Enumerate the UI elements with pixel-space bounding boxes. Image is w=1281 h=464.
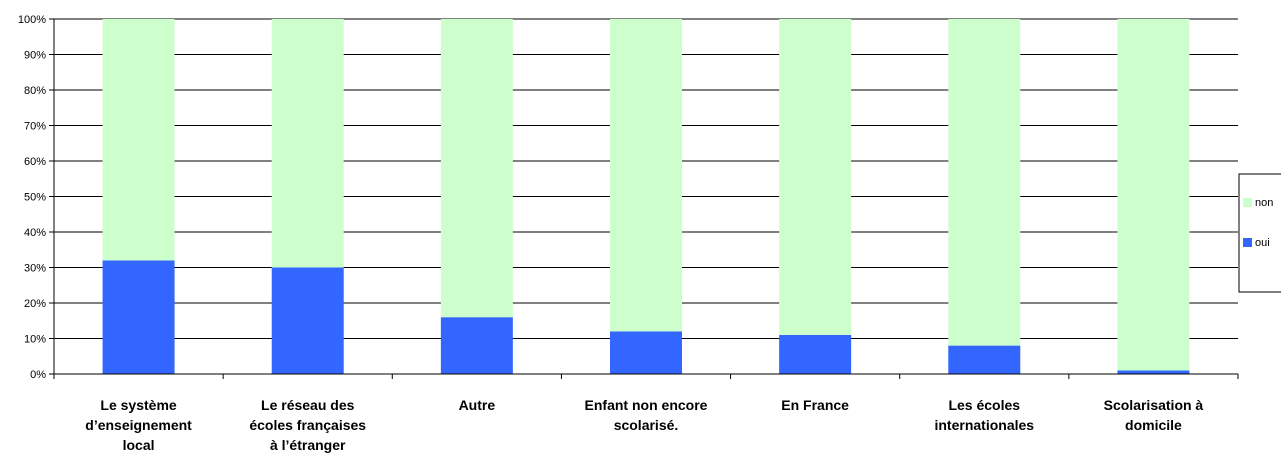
- bar-non: [271, 19, 344, 268]
- legend-box: [1238, 173, 1281, 293]
- bar-non: [948, 19, 1021, 346]
- x-category-labels: Le système d’enseignement local Le réseau d…: [85, 397, 1203, 453]
- bar-oui: [440, 317, 513, 374]
- axes: [49, 18, 1239, 379]
- legend-label-non: non: [1255, 197, 1273, 209]
- x-category-label: En France: [781, 397, 849, 413]
- x-category-label: Enfant non encore scolarisé.: [585, 397, 708, 433]
- y-tick-label: 0%: [30, 369, 46, 381]
- y-tick-labels: 0% 10% 20% 30% 40% 50% 60% 70% 80% 90% 100%: [18, 14, 46, 381]
- bar-oui: [271, 267, 344, 374]
- y-tick-label: 70%: [24, 121, 46, 133]
- bar-oui: [1117, 370, 1190, 374]
- legend-swatch-non: [1243, 198, 1252, 207]
- bar-oui: [102, 260, 175, 374]
- bar-non: [610, 19, 682, 332]
- x-category-label: Le réseau des écoles françaises à l’étrang…: [249, 397, 366, 453]
- bars: [102, 19, 1190, 374]
- bar-oui: [948, 345, 1021, 374]
- x-category-label: Le système d’enseignement local: [85, 397, 192, 453]
- bar-oui: [610, 331, 682, 374]
- y-tick-label: 90%: [24, 50, 46, 62]
- y-tick-label: 30%: [24, 263, 46, 275]
- bar-oui: [779, 334, 852, 374]
- y-tick-label: 40%: [24, 227, 46, 239]
- y-tick-label: 10%: [24, 334, 46, 346]
- bar-non: [779, 19, 852, 335]
- bar-non: [1117, 19, 1190, 371]
- y-tick-label: 50%: [24, 192, 46, 204]
- bar-non: [102, 19, 175, 261]
- y-tick-label: 100%: [18, 14, 46, 26]
- x-category-label: Autre: [459, 397, 496, 413]
- y-tick-label: 60%: [24, 156, 46, 168]
- y-tick-label: 80%: [24, 85, 46, 97]
- y-tick-label: 20%: [24, 298, 46, 310]
- bar-non: [440, 19, 513, 318]
- legend-swatch-oui: [1243, 238, 1252, 247]
- x-category-label: Les écoles internationales: [934, 397, 1034, 433]
- x-category-label: Scolarisation à domicile: [1104, 397, 1204, 433]
- legend-label-oui: oui: [1255, 237, 1270, 249]
- legend: non oui: [1238, 173, 1281, 293]
